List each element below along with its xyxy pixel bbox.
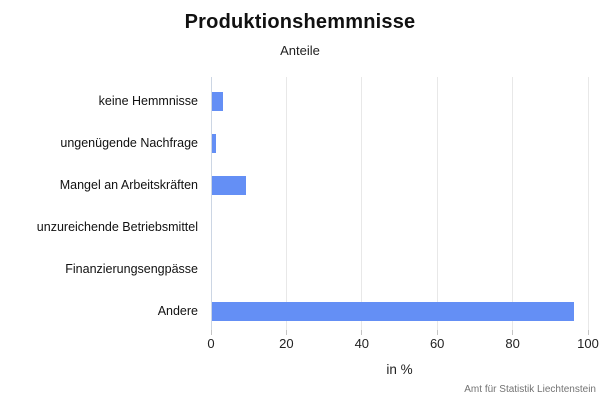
chart-subtitle: Anteile	[280, 43, 320, 58]
gridline	[361, 77, 363, 332]
axis-tick	[210, 330, 212, 335]
category-label: Finanzierungsengpässe	[65, 262, 198, 276]
x-tick-label: 100	[577, 336, 599, 351]
x-tick-label: 60	[429, 336, 445, 351]
axis-tick	[587, 330, 589, 335]
zero-gridline	[210, 77, 212, 332]
bar	[212, 175, 246, 195]
axis-tick	[285, 330, 287, 335]
x-tick-label: 0	[207, 336, 215, 351]
category-label: Mangel an Arbeitskräften	[59, 178, 198, 192]
x-tick-label: 40	[354, 336, 370, 351]
bar	[212, 133, 216, 153]
x-tick-label: 20	[279, 336, 294, 351]
category-label: unzureichende Betriebsmittel	[36, 220, 198, 234]
category-label: ungenügende Nachfrage	[60, 136, 198, 150]
chart-title: Produktionshemmnisse	[184, 11, 416, 33]
bar	[212, 91, 224, 111]
gridline	[587, 77, 589, 332]
source-credit: Amt für Statistik Liechtenstein	[464, 384, 596, 395]
axis-tick	[436, 330, 438, 335]
category-label: Andere	[157, 304, 198, 318]
x-tick-label: 80	[505, 336, 520, 351]
x-axis-label: in %	[386, 362, 413, 377]
gridline	[512, 77, 514, 332]
axis-tick	[512, 330, 514, 335]
gridline	[436, 77, 438, 332]
gridline	[285, 77, 287, 332]
category-label: keine Hemmnisse	[98, 94, 198, 108]
bar	[212, 301, 574, 321]
axis-tick	[361, 330, 363, 335]
